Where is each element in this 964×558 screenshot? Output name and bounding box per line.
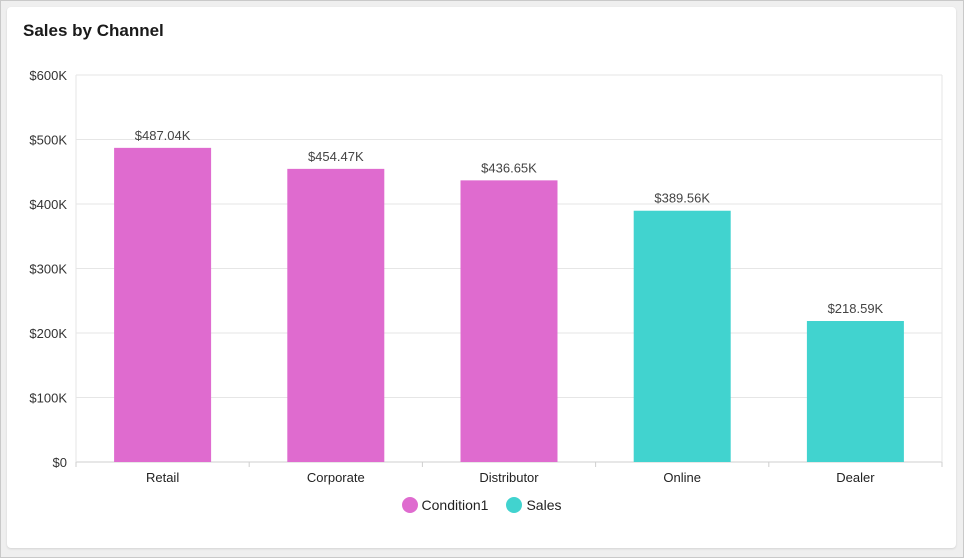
x-tick-label: Retail [146, 470, 179, 485]
data-label: $436.65K [481, 160, 537, 175]
data-label: $487.04K [135, 128, 191, 143]
legend-swatch-sales [506, 497, 523, 513]
x-tick-label: Distributor [479, 470, 539, 485]
x-tick-label: Corporate [307, 470, 365, 485]
y-tick-label: $400K [29, 197, 67, 212]
chart-legend: Condition1 Sales [7, 497, 956, 513]
legend-item-condition1[interactable]: Condition1 [401, 497, 489, 513]
legend-label-sales: Sales [526, 497, 562, 513]
y-tick-label: $100K [29, 391, 67, 406]
bar-chart: $0 $100K $200K $300K $400K $500K $600K $487.04K… [29, 68, 943, 485]
bar-retail [114, 147, 212, 463]
y-tick-label: $300K [29, 262, 67, 277]
x-tick-label: Dealer [836, 470, 875, 485]
bar-corporate [287, 168, 385, 462]
y-tick-label: $200K [29, 326, 67, 341]
chart-card: Sales by Channel $0 $100K $200K $300K $400K $… [7, 7, 956, 548]
x-tick-label: Online [663, 470, 701, 485]
legend-label-condition1: Condition1 [421, 497, 489, 513]
bar-distributor [460, 180, 558, 462]
bar-online [633, 210, 731, 462]
bar-dealer [806, 321, 904, 462]
legend-item-sales[interactable]: Sales [506, 497, 561, 513]
data-label: $389.56K [654, 191, 710, 206]
data-label: $454.47K [308, 149, 364, 164]
y-tick-label: $500K [29, 133, 67, 148]
legend-swatch-condition1 [401, 497, 418, 513]
data-label: $218.59K [828, 301, 884, 316]
y-tick-label: $0 [53, 455, 67, 470]
chart-title: Sales by Channel [23, 21, 164, 40]
y-tick-label: $600K [29, 68, 67, 83]
